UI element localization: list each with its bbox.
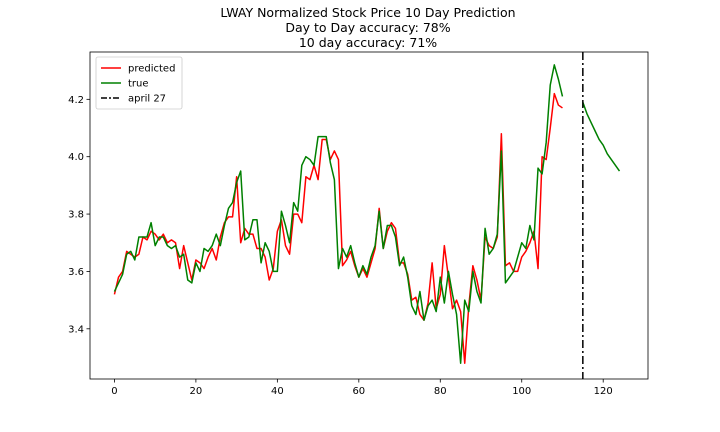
x-tick-label: 0	[111, 386, 117, 397]
chart-title: LWAY Normalized Stock Price 10 Day Predi…	[220, 5, 515, 50]
series-line-true-1	[113, 64, 564, 364]
chart-title-line-2: Day to Day accuracy: 78%	[285, 20, 450, 35]
series-line-true-2	[582, 101, 621, 172]
x-tick-label: 20	[190, 386, 203, 397]
x-tick-label: 80	[434, 386, 447, 397]
legend: predicted true april 27	[95, 56, 183, 110]
x-tick-label: 120	[594, 386, 613, 397]
legend-box	[95, 56, 183, 110]
y-tick-label: 3.6	[68, 267, 84, 278]
legend-label: april 27	[128, 94, 166, 105]
series-layer	[113, 52, 621, 379]
x-tick-label: 60	[352, 386, 365, 397]
legend-label: predicted	[128, 64, 175, 75]
legend-label: true	[128, 79, 149, 90]
x-tick-label: 40	[271, 386, 284, 397]
plot-background	[90, 52, 648, 379]
y-tick-label: 4.0	[68, 152, 84, 163]
y-tick-label: 3.4	[68, 324, 84, 335]
y-tick-label: 3.8	[68, 210, 84, 221]
y-tick-label: 4.2	[68, 95, 84, 106]
chart-title-line-3: 10 day accuracy: 71%	[299, 35, 437, 50]
axes-frame	[89, 51, 649, 380]
x-tick-label: 100	[512, 386, 531, 397]
chart-title-line-1: LWAY Normalized Stock Price 10 Day Predi…	[220, 5, 515, 20]
plot-area	[90, 52, 648, 379]
axis-ticks: 0 20 40 60 80 100 120 3.4 3.6 3.8 4.0 4.2	[68, 95, 613, 397]
